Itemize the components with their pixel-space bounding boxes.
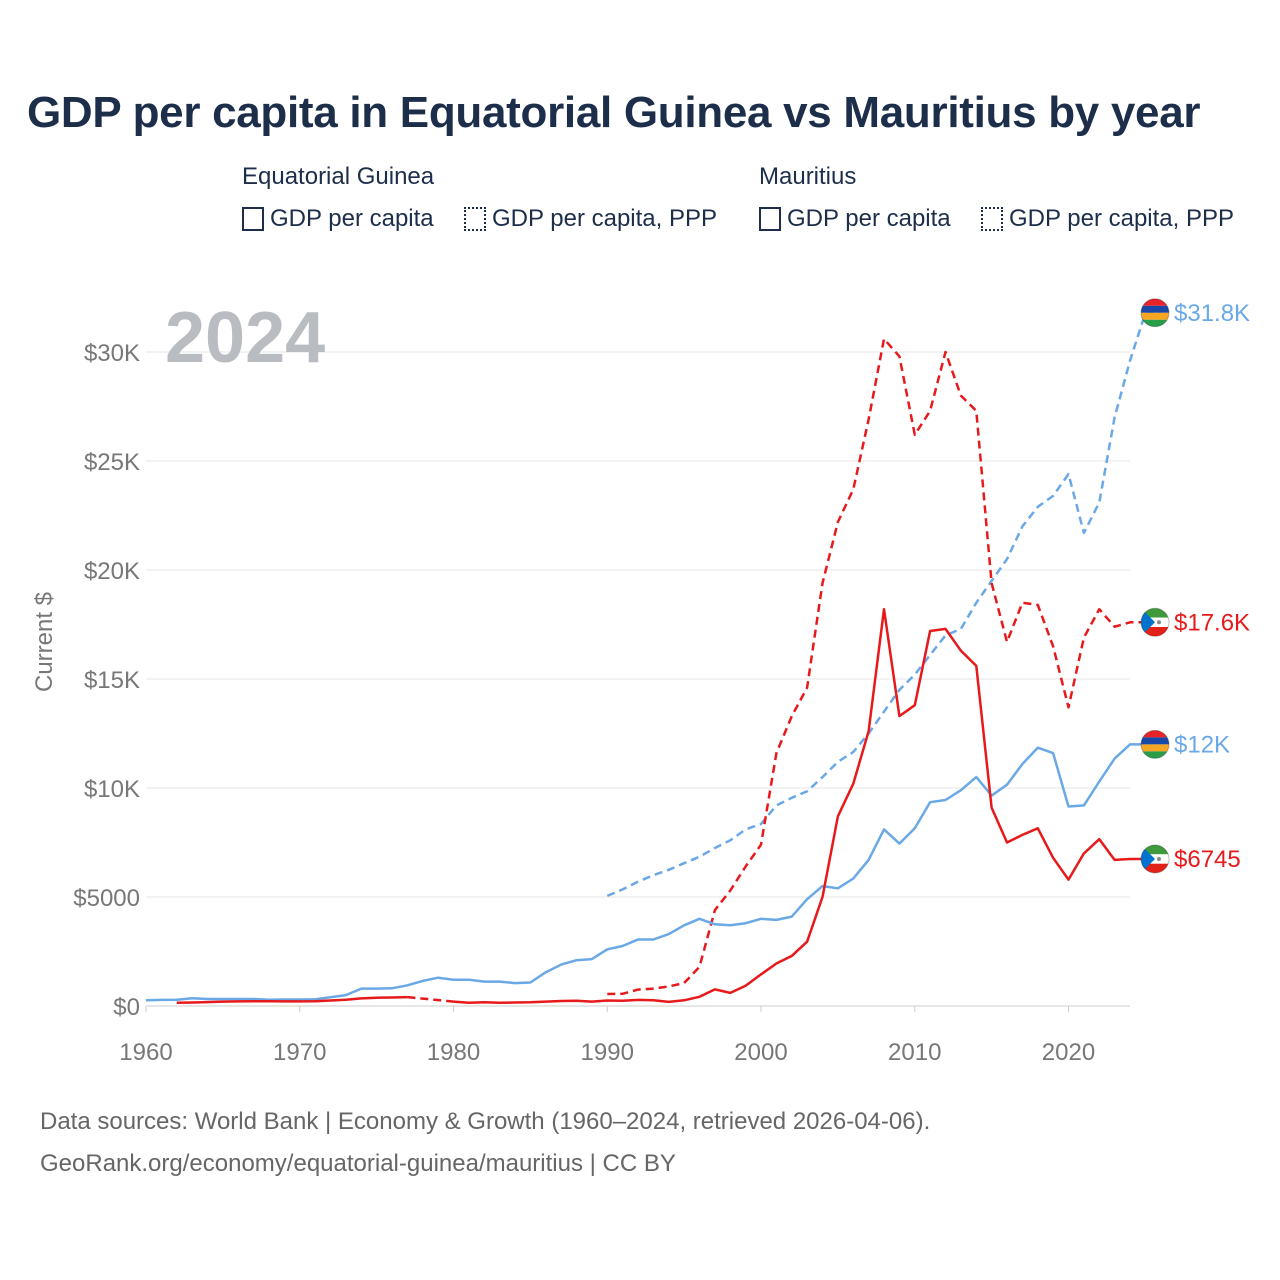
legend-group-mauritius: Mauritius xyxy=(759,163,857,190)
x-tick-label: 2000 xyxy=(734,1039,787,1066)
end-label-equatorial-guinea-gdp-per-capita: $6745 xyxy=(1174,846,1241,873)
y-axis-title: Current $ xyxy=(31,592,58,692)
end-label-mauritius-gdp-per-capita-ppp: $31.8K xyxy=(1174,300,1250,327)
year-label: 2024 xyxy=(165,298,325,378)
legend-label-eg-gdp: GDP per capita xyxy=(270,205,434,232)
legend-item-eg-gdp-ppp[interactable]: GDP per capita, PPP xyxy=(464,203,717,235)
flag-mauritius-icon xyxy=(1140,729,1170,759)
series-line-equatorial-guinea-gdp-per-capita xyxy=(176,607,1146,1004)
x-tick-label: 1970 xyxy=(273,1039,326,1066)
legend-item-eg-gdp[interactable]: GDP per capita xyxy=(242,203,434,235)
x-tick-label: 2010 xyxy=(888,1039,941,1066)
gridlines xyxy=(146,351,1130,1007)
series-line-equatorial-guinea-gdp-per-capita-ppp xyxy=(607,337,1146,996)
series-line-mauritius-gdp-per-capita-ppp xyxy=(606,311,1161,898)
legend-item-mu-gdp[interactable]: GDP per capita xyxy=(759,203,951,235)
flag-equatorial-guinea-icon xyxy=(1140,844,1170,874)
y-tick-label: $10K xyxy=(84,776,140,803)
y-tick-label: $5000 xyxy=(73,885,140,912)
legend-item-mu-gdp-ppp[interactable]: GDP per capita, PPP xyxy=(981,203,1234,235)
end-label-equatorial-guinea-gdp-per-capita-ppp: $17.6K xyxy=(1174,609,1250,636)
y-tick-label: $20K xyxy=(84,558,140,585)
legend-swatch-mu-gdp-ppp xyxy=(981,207,1003,231)
end-label-mauritius-gdp-per-capita: $12K xyxy=(1174,731,1230,758)
y-tick-label: $30K xyxy=(84,340,140,367)
legend-label-mu-gdp: GDP per capita xyxy=(787,205,951,232)
y-tick-label: $25K xyxy=(84,449,140,476)
chart-title: GDP per capita in Equatorial Guinea vs M… xyxy=(27,88,1201,137)
x-tick-label: 1990 xyxy=(581,1039,634,1066)
legend-swatch-eg-gdp xyxy=(242,207,264,231)
series-gap-equatorial-guinea-gdp-per-capita xyxy=(407,995,454,1003)
x-tick-label: 2020 xyxy=(1042,1039,1095,1066)
legend-group-equatorial-guinea: Equatorial Guinea xyxy=(242,163,435,190)
flag-mauritius-icon xyxy=(1140,298,1170,328)
series-lines xyxy=(145,311,1161,1004)
legend-label-eg-gdp-ppp: GDP per capita, PPP xyxy=(492,205,717,232)
y-axis: $0 $5000 $10K $15K $20K $25K $30K xyxy=(73,340,140,1021)
end-markers: $31.8K $17.6K $12K $6745 xyxy=(1140,298,1250,874)
legend-swatch-mu-gdp xyxy=(759,207,781,231)
legend-label-mu-gdp-ppp: GDP per capita, PPP xyxy=(1009,205,1234,232)
y-tick-label: $15K xyxy=(84,667,140,694)
flag-equatorial-guinea-icon xyxy=(1140,607,1170,637)
y-tick-label: $0 xyxy=(113,994,140,1021)
x-axis: 1960 1970 1980 1990 2000 2010 2020 xyxy=(119,1006,1095,1066)
x-tick-label: 1960 xyxy=(119,1039,172,1066)
footer-credit[interactable]: GeoRank.org/economy/equatorial-guinea/ma… xyxy=(40,1150,676,1177)
footer-sources: Data sources: World Bank | Economy & Gro… xyxy=(40,1108,931,1135)
legend-swatch-eg-gdp-ppp xyxy=(464,207,486,231)
x-tick-label: 1980 xyxy=(427,1039,480,1066)
series-line-mauritius-gdp-per-capita xyxy=(145,743,1146,1002)
